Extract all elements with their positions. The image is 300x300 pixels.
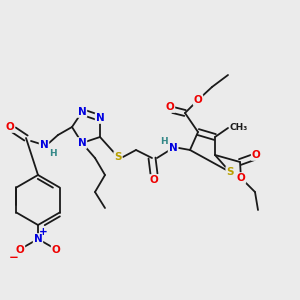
Text: N: N	[40, 140, 48, 150]
Text: O: O	[194, 95, 202, 105]
Text: N: N	[78, 138, 86, 148]
Text: O: O	[252, 150, 260, 160]
Text: O: O	[52, 245, 60, 255]
Text: N: N	[34, 234, 42, 244]
Text: N: N	[169, 143, 177, 153]
Text: O: O	[150, 175, 158, 185]
Text: O: O	[166, 102, 174, 112]
Text: H: H	[160, 136, 168, 146]
Text: O: O	[6, 122, 14, 132]
Text: O: O	[16, 245, 24, 255]
Text: CH₃: CH₃	[230, 124, 248, 133]
Text: S: S	[226, 167, 234, 177]
Text: O: O	[237, 173, 245, 183]
Text: H: H	[49, 149, 57, 158]
Text: −: −	[9, 250, 19, 263]
Text: +: +	[39, 227, 47, 237]
Text: N: N	[96, 113, 104, 123]
Text: S: S	[114, 152, 122, 162]
Text: N: N	[78, 107, 86, 117]
